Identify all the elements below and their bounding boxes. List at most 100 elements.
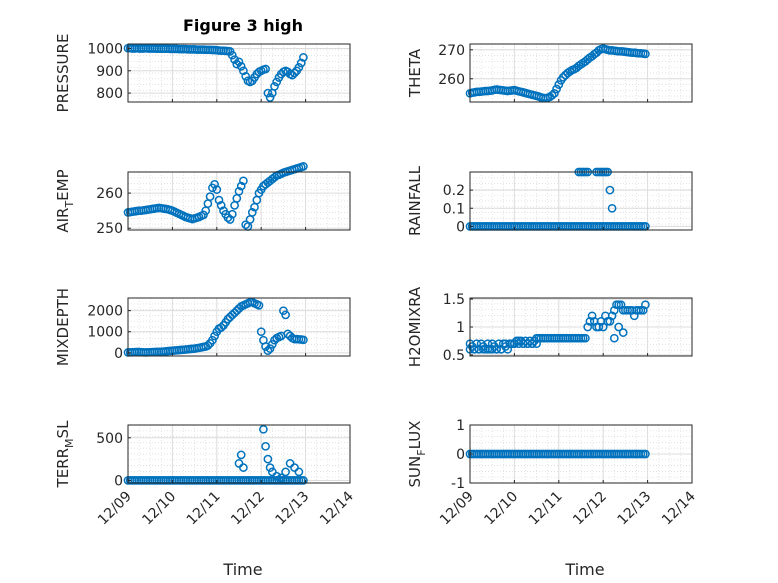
data-point — [205, 192, 215, 201]
y-axis-label-text: H2OMIXRA — [406, 286, 424, 367]
data-point — [554, 80, 564, 89]
y-axis-label-text: MIXDEPTH — [54, 288, 72, 366]
y-axis-label-text-rest: EMP — [54, 169, 72, 200]
data-point — [629, 311, 639, 321]
data-point — [241, 71, 251, 81]
data-point — [294, 467, 304, 477]
y-tick-label: 0 — [114, 346, 123, 362]
series-airtemp — [123, 162, 308, 231]
data-point — [263, 346, 273, 356]
data-point — [216, 201, 226, 210]
y-axis-label-subscript: M — [63, 438, 76, 448]
data-point — [294, 63, 304, 72]
axes-box-rainfall — [469, 171, 693, 231]
data-point — [281, 467, 290, 477]
data-point — [281, 310, 290, 320]
y-tick-label: 0 — [456, 447, 465, 463]
y-axis-label-text: THETA — [406, 48, 424, 98]
data-point — [609, 333, 619, 343]
data-point — [616, 300, 626, 310]
data-point — [483, 344, 493, 354]
data-point — [272, 471, 282, 481]
data-point — [641, 300, 650, 310]
y-tick-label: 0.1 — [443, 201, 465, 217]
subplot-airtemp: 250 260 AIRTEMP — [54, 162, 351, 237]
data-point — [279, 306, 288, 316]
subplot-h2omixra: 0.5 1 1.5 H2OMIXRA — [406, 286, 693, 367]
data-point — [230, 55, 239, 64]
y-tick-label: 1 — [456, 320, 465, 336]
data-point — [227, 50, 237, 60]
data-point — [299, 53, 308, 62]
minor-grid-pressure — [128, 44, 350, 102]
data-point — [261, 441, 270, 451]
data-point — [267, 340, 277, 349]
axes-box-terrmsl — [127, 424, 351, 484]
data-point — [474, 344, 484, 354]
data-point — [256, 327, 266, 337]
y-axis-label-text: RAINFALL — [406, 165, 424, 236]
data-point — [236, 450, 246, 460]
y-axis-label-text-rest: LUX — [406, 421, 424, 450]
minor-grid-sunflux — [470, 425, 692, 483]
y-tick-label: 0.2 — [443, 183, 465, 199]
subplot-mixdepth: 0 1000 2000 MIXDEPTH — [54, 288, 351, 366]
data-point — [496, 344, 506, 354]
y-tick-label: 500 — [96, 431, 123, 447]
y-tick-label: 260 — [438, 72, 465, 88]
data-point — [478, 344, 488, 354]
y-axis-label-rainfall: RAINFALL — [406, 165, 424, 236]
data-point — [212, 185, 222, 194]
data-point — [270, 172, 279, 182]
data-point — [299, 335, 308, 345]
data-point — [638, 305, 648, 315]
y-tick-label: 270 — [438, 43, 465, 59]
data-point — [532, 339, 541, 349]
y-tick-label: 260 — [96, 186, 123, 202]
data-point — [296, 58, 306, 68]
data-point — [492, 344, 501, 354]
data-point — [618, 328, 628, 337]
data-point — [230, 308, 239, 318]
data-point — [225, 215, 235, 224]
figure-title: Figure 3 high — [183, 16, 303, 35]
data-point — [287, 70, 297, 80]
data-point — [265, 344, 275, 353]
data-point — [527, 339, 537, 349]
axes-box-mixdepth — [127, 297, 351, 357]
data-point — [641, 449, 650, 459]
data-point — [587, 311, 597, 321]
data-point — [276, 473, 286, 483]
data-point — [487, 344, 497, 354]
data-point — [210, 179, 219, 189]
y-tick-label: 2000 — [87, 304, 123, 320]
data-point — [605, 317, 615, 326]
data-point — [199, 210, 208, 220]
data-point — [272, 77, 282, 87]
y-axis-label-text: AIR — [54, 208, 72, 233]
data-point — [203, 341, 213, 350]
y-axis-label-airtemp: AIRTEMP — [54, 169, 76, 232]
y-axis-label-h2omixra: H2OMIXRA — [406, 286, 424, 367]
data-point — [227, 209, 237, 219]
data-point — [214, 195, 224, 205]
data-point — [501, 339, 510, 349]
data-point — [614, 322, 624, 332]
y-axis-label-sunflux: SUNFLUX — [406, 421, 428, 488]
y-axis-label-text: SUN — [406, 456, 424, 488]
series-h2omixra — [465, 300, 650, 354]
data-point — [607, 203, 617, 213]
data-point — [239, 176, 248, 186]
y-axis-label-theta: THETA — [406, 48, 424, 98]
axes-box-theta — [469, 43, 693, 103]
series-sunflux — [465, 449, 650, 459]
data-point — [299, 162, 308, 171]
data-point — [236, 61, 246, 71]
y-tick-label: 0 — [456, 219, 465, 235]
data-point — [239, 66, 248, 76]
y-axis-label-terrmsl: TERRMSL — [54, 420, 76, 489]
data-point — [232, 306, 242, 316]
data-point — [518, 339, 528, 349]
